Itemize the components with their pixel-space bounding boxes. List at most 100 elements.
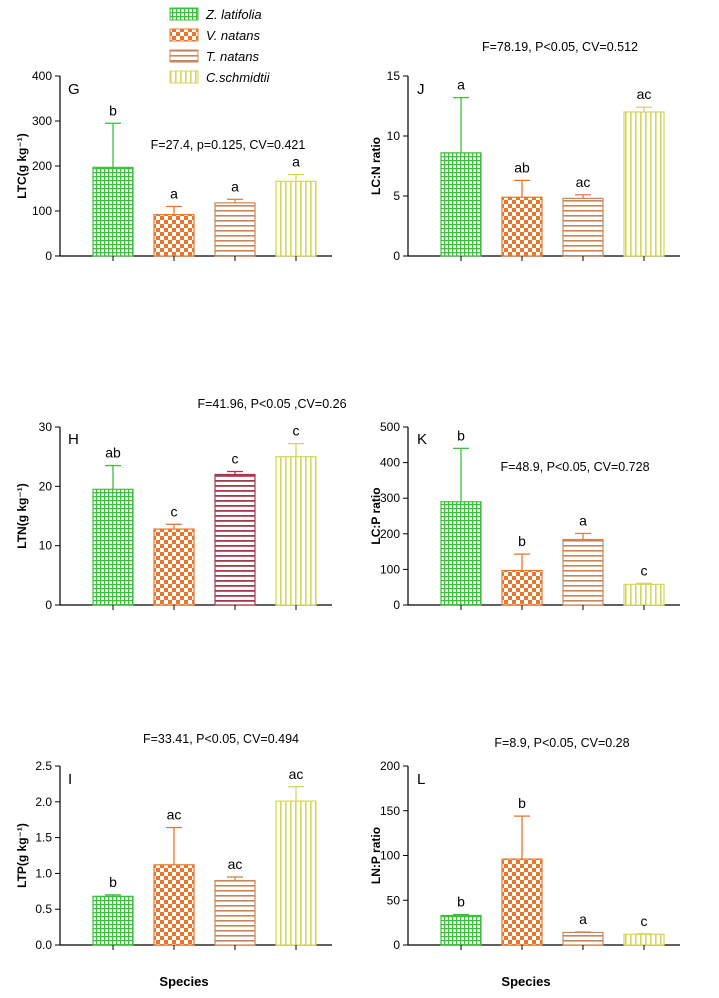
stats-annotation: F=33.41, P<0.05, CV=0.494 bbox=[143, 732, 299, 746]
y-tick-label: 0 bbox=[45, 249, 52, 263]
y-tick-label: 100 bbox=[32, 204, 52, 218]
y-tick-label: 200 bbox=[32, 159, 52, 173]
panel-letter: G bbox=[68, 81, 80, 98]
bar-3 bbox=[562, 197, 604, 257]
bar-3 bbox=[562, 538, 604, 606]
y-tick-label: 0.5 bbox=[35, 902, 52, 916]
panel-letter: H bbox=[68, 431, 79, 448]
bar-3 bbox=[214, 879, 256, 946]
bar-4 bbox=[275, 456, 317, 606]
y-tick-label: 0 bbox=[393, 938, 400, 952]
panel-G: 0 100 200 300 400 LTC(g kg⁻¹) G F=27.4, p=0.125… bbox=[15, 69, 332, 263]
bar-4 bbox=[275, 800, 317, 946]
y-tick-label: 20 bbox=[39, 479, 53, 493]
panel-L: 0 50 100 150 200 LN:P ratio L F=8.9, P<0.05, CV… bbox=[369, 736, 680, 952]
significance-label: b bbox=[457, 427, 465, 443]
y-axis-label: LTC(g kg⁻¹) bbox=[15, 133, 29, 198]
x-axis-title-left: Species bbox=[159, 974, 208, 989]
bar-4 bbox=[623, 933, 665, 946]
significance-label: c bbox=[641, 562, 648, 578]
y-tick-label: 1.0 bbox=[35, 866, 52, 880]
significance-label: ac bbox=[576, 174, 591, 190]
significance-label: a bbox=[292, 154, 300, 170]
legend: Z. latifolia V. natans T. natans C.schmi… bbox=[169, 7, 271, 85]
y-tick-label: 0 bbox=[45, 598, 52, 612]
y-tick-label: 100 bbox=[380, 562, 400, 576]
y-tick-label: 0.0 bbox=[35, 938, 52, 952]
legend-swatch-1 bbox=[169, 28, 199, 42]
legend-label-2: T. natans bbox=[206, 49, 260, 64]
bar-1 bbox=[92, 166, 134, 257]
y-tick-label: 400 bbox=[32, 69, 52, 83]
y-tick-label: 200 bbox=[380, 759, 400, 773]
significance-label: c bbox=[171, 503, 178, 519]
y-tick-label: 15 bbox=[387, 69, 401, 83]
legend-swatch-0 bbox=[169, 7, 199, 21]
bar-1 bbox=[440, 501, 482, 606]
bar-3 bbox=[214, 473, 256, 606]
panel-letter: K bbox=[417, 431, 427, 448]
panel-I: 0.0 0.5 1.0 1.5 2.0 2.5 LTP(g kg⁻¹) I F=33.41, P… bbox=[15, 732, 332, 952]
y-tick-label: 400 bbox=[380, 456, 400, 470]
panel-letter: L bbox=[417, 771, 425, 788]
significance-label: a bbox=[457, 77, 465, 93]
significance-label: ac bbox=[289, 766, 304, 782]
significance-label: ac bbox=[228, 856, 243, 872]
stats-annotation: F=8.9, P<0.05, CV=0.28 bbox=[494, 736, 629, 750]
bar-1 bbox=[440, 914, 482, 946]
y-axis-label: LTP(g kg⁻¹) bbox=[15, 823, 29, 888]
bar-2 bbox=[153, 864, 195, 946]
y-tick-label: 2.5 bbox=[35, 759, 52, 773]
y-tick-label: 0 bbox=[393, 598, 400, 612]
y-tick-label: 30 bbox=[39, 420, 53, 434]
bar-3 bbox=[214, 202, 256, 257]
y-tick-label: 10 bbox=[387, 129, 401, 143]
panel-J: 0 5 10 15 LC:N ratio J F=78.19, P<0.05, CV=0.5… bbox=[369, 40, 680, 263]
significance-label: b bbox=[109, 102, 117, 118]
bar-2 bbox=[153, 214, 195, 257]
bar-4 bbox=[623, 583, 665, 606]
y-tick-label: 500 bbox=[380, 420, 400, 434]
stats-annotation: F=27.4, p=0.125, CV=0.421 bbox=[151, 138, 306, 152]
panel-K: 0 100 200 300 400 500 LC:P ratio K F=48.9, P<0.0… bbox=[369, 420, 680, 612]
panel-letter: J bbox=[417, 81, 425, 98]
legend-swatch-3 bbox=[169, 70, 199, 84]
stats-annotation: F=78.19, P<0.05, CV=0.512 bbox=[482, 40, 638, 54]
y-axis-label: LC:P ratio bbox=[369, 487, 383, 544]
significance-label: b bbox=[518, 533, 526, 549]
significance-label: a bbox=[231, 178, 239, 194]
legend-label-3: C.schmidtii bbox=[206, 70, 271, 85]
y-axis-label: LN:P ratio bbox=[369, 827, 383, 884]
y-tick-label: 50 bbox=[387, 893, 401, 907]
bar-2 bbox=[501, 569, 543, 606]
y-tick-label: 100 bbox=[380, 849, 400, 863]
bar-1 bbox=[92, 895, 134, 946]
panel-H: 0 10 20 30 LTN(g kg⁻¹) H F=41.96, P<0.05 ,CV=0… bbox=[15, 397, 347, 612]
bar-3 bbox=[562, 931, 604, 946]
y-tick-label: 10 bbox=[39, 539, 53, 553]
significance-label: a bbox=[170, 186, 178, 202]
bar-4 bbox=[275, 180, 317, 257]
bar-2 bbox=[501, 196, 543, 257]
significance-label: ac bbox=[167, 807, 182, 823]
panel-letter: I bbox=[68, 771, 72, 788]
significance-label: c bbox=[641, 913, 648, 929]
bar-2 bbox=[501, 858, 543, 946]
legend-label-0: Z. latifolia bbox=[205, 7, 262, 22]
y-tick-label: 5 bbox=[393, 189, 400, 203]
y-tick-label: 300 bbox=[380, 491, 400, 505]
significance-label: c bbox=[293, 423, 300, 439]
bar-1 bbox=[440, 152, 482, 257]
legend-label-1: V. natans bbox=[206, 28, 260, 43]
significance-label: c bbox=[232, 451, 239, 467]
significance-label: a bbox=[579, 911, 587, 927]
significance-label: b bbox=[457, 894, 465, 910]
bar-4 bbox=[623, 111, 665, 257]
y-tick-label: 300 bbox=[32, 114, 52, 128]
significance-label: ac bbox=[637, 86, 652, 102]
y-tick-label: 150 bbox=[380, 804, 400, 818]
significance-label: b bbox=[518, 795, 526, 811]
y-tick-label: 0 bbox=[393, 249, 400, 263]
